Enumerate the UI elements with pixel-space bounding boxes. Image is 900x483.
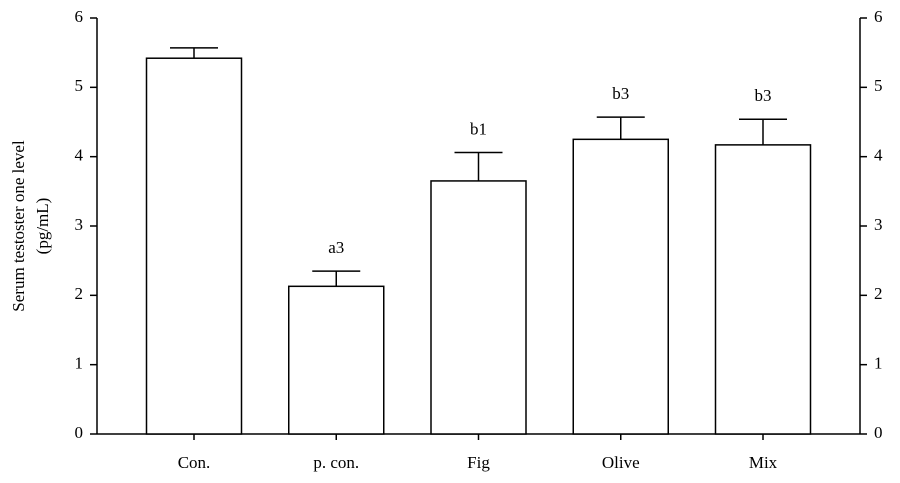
y2-tick-label: 6 <box>874 7 883 26</box>
y-axis-label: Serum testoster one level <box>9 140 28 312</box>
x-tick-label: Olive <box>602 453 640 472</box>
annotation: b1 <box>470 119 487 138</box>
y-tick-label: 2 <box>75 284 84 303</box>
x-tick-label: Fig <box>467 453 490 472</box>
y2-tick-label: 0 <box>874 423 883 442</box>
annotation: b3 <box>612 84 629 103</box>
y2-tick-label: 5 <box>874 76 883 95</box>
bar <box>145 57 243 435</box>
y-tick-label: 6 <box>75 7 84 26</box>
bar <box>714 144 812 435</box>
annotation: a3 <box>328 238 344 257</box>
y-tick-label: 3 <box>75 215 84 234</box>
x-tick-label: Mix <box>749 453 778 472</box>
y2-tick-label: 3 <box>874 215 883 234</box>
y-tick-label: 0 <box>75 423 84 442</box>
y-axis-label: (pg/mL) <box>33 198 52 255</box>
y2-tick-label: 2 <box>874 284 883 303</box>
y2-tick-label: 1 <box>874 354 883 373</box>
y2-tick-label: 4 <box>874 146 883 165</box>
y-tick-label: 4 <box>75 146 84 165</box>
annotation: b3 <box>755 86 772 105</box>
y-tick-label: 5 <box>75 76 84 95</box>
bar <box>572 138 669 435</box>
bar <box>288 285 385 435</box>
x-tick-label: p. con. <box>313 453 359 472</box>
bar <box>430 180 527 435</box>
x-tick-label: Con. <box>178 453 211 472</box>
y-tick-label: 1 <box>75 354 84 373</box>
